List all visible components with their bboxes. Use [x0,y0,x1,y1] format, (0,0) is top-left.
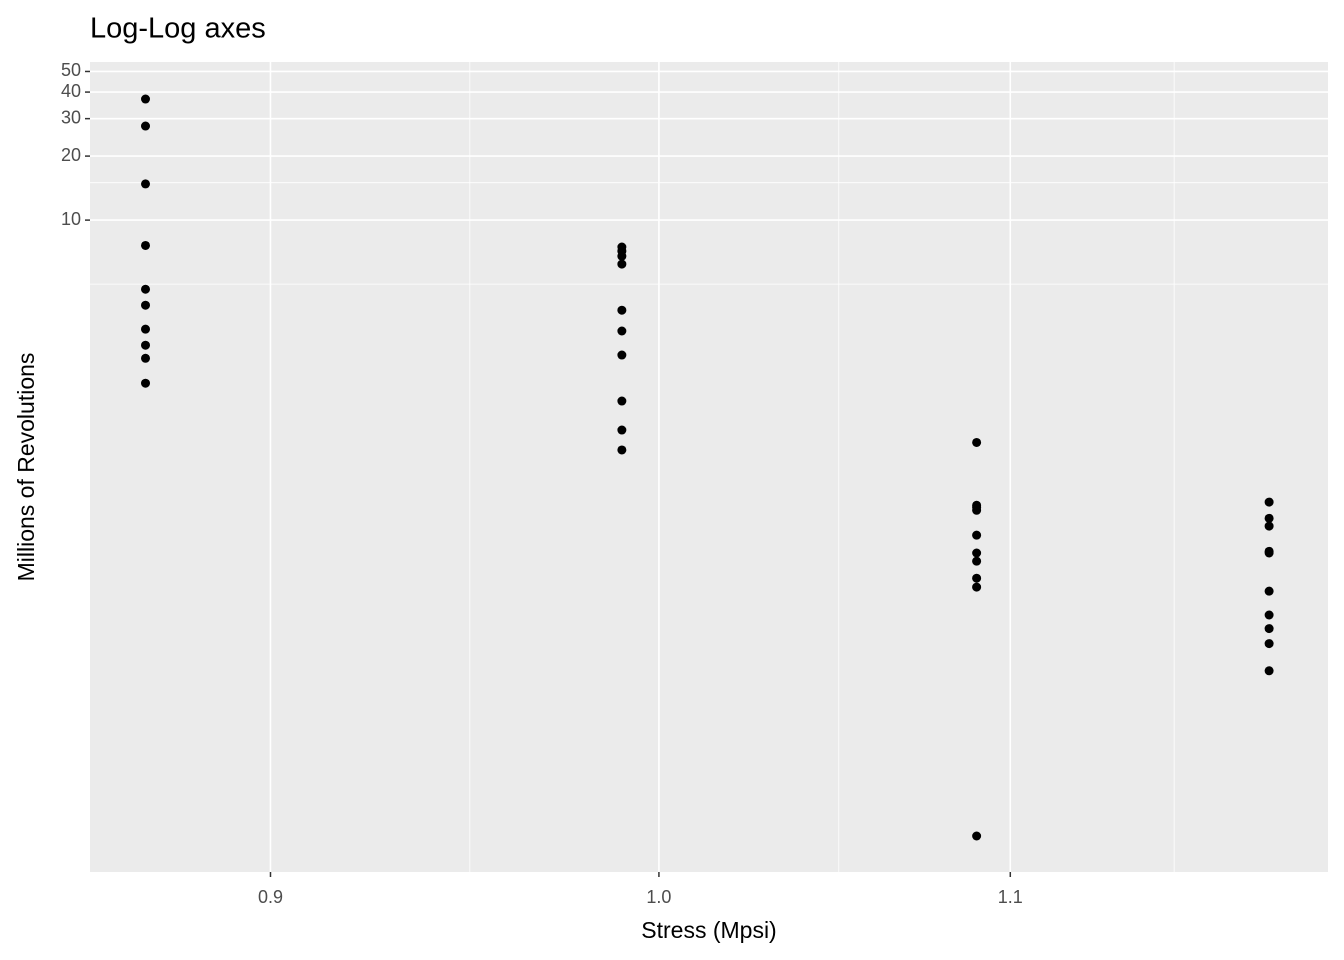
point [141,179,151,189]
x-axis-title: Stress (Mpsi) [641,917,776,943]
point [1264,497,1274,507]
point [141,300,151,310]
y-axis-title: Millions of Revolutions [13,353,39,582]
point [617,350,627,360]
point [1264,610,1274,620]
x-tick-label: 0.9 [258,887,283,907]
point [617,445,627,455]
point [141,240,151,250]
point [972,548,982,558]
x-tick-label: 1.1 [998,887,1023,907]
point [1264,513,1274,523]
y-tick-label: 30 [61,107,81,127]
point [617,259,627,269]
chart-title: Log-Log axes [90,13,266,45]
point [972,530,982,540]
y-tick-label: 10 [61,209,81,229]
point [617,326,627,336]
panel [90,62,1328,872]
point [972,831,982,841]
point [617,396,627,406]
y-tick-label: 20 [61,145,81,165]
point [1264,586,1274,596]
point [972,437,982,447]
point [1264,666,1274,676]
point [617,305,627,315]
point [141,353,151,363]
point [141,121,151,131]
point [141,340,151,350]
point [141,94,151,104]
y-tick-label: 50 [61,60,81,80]
point [1264,548,1274,558]
point [1264,624,1274,634]
point [141,284,151,294]
y-tick-label: 40 [61,81,81,101]
point [617,425,627,435]
point [617,251,627,261]
point [972,505,982,515]
point [972,556,982,566]
point [972,573,982,583]
point [1264,521,1274,531]
point [141,324,151,334]
point [141,378,151,388]
x-tick-label: 1.0 [646,887,671,907]
point [1264,639,1274,649]
point [972,582,982,592]
